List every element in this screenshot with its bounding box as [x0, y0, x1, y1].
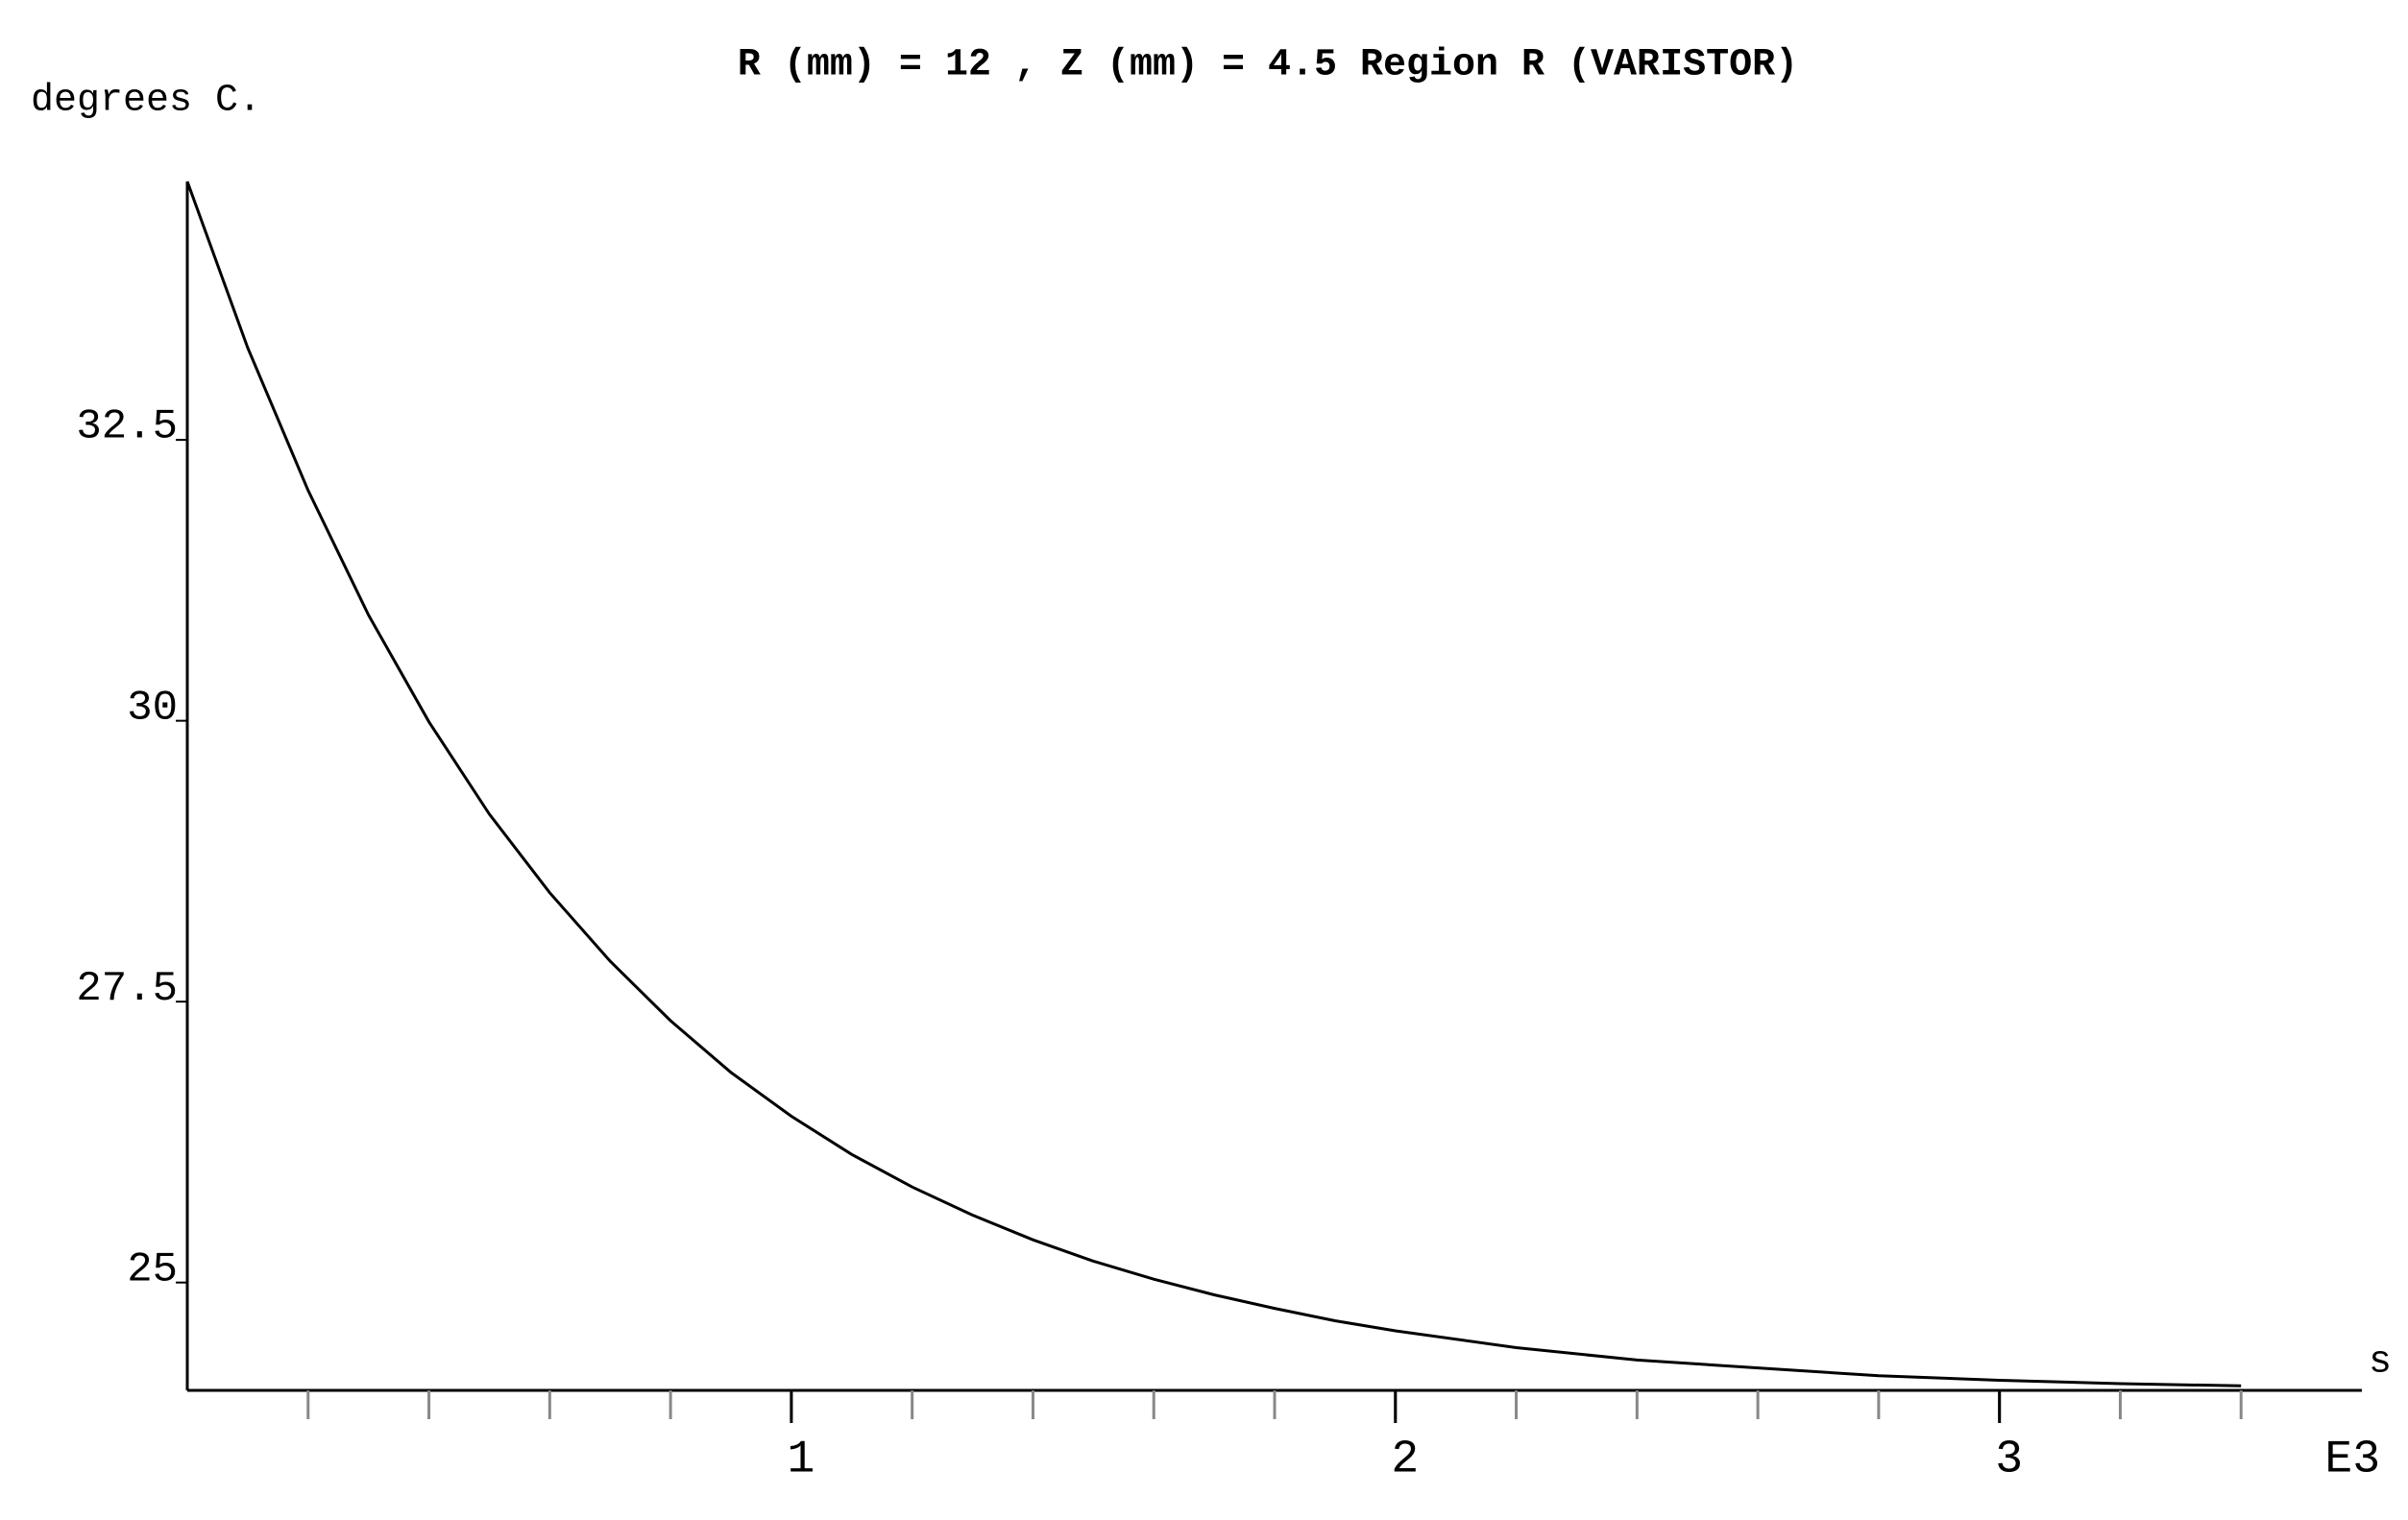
y-tick-label: 32.5 — [76, 403, 178, 451]
x-tick-label: 1 — [787, 1435, 815, 1486]
y-axis-label: degrees C. — [31, 80, 261, 123]
y-tick-label: 27.5 — [76, 965, 178, 1013]
x-tick-label: 3 — [1995, 1435, 2023, 1486]
x-scale-label: E3 — [2324, 1435, 2380, 1486]
chart-title: R (mm) = 12 , Z (mm) = 4.5 Region R (VAR… — [738, 44, 1798, 87]
data-line — [185, 181, 2242, 1387]
y-tick-label: 30 — [127, 684, 178, 732]
x-tick-label: 2 — [1391, 1435, 1419, 1486]
x-axis-label: s — [2369, 1341, 2392, 1385]
y-tick-label: 25 — [127, 1245, 178, 1293]
